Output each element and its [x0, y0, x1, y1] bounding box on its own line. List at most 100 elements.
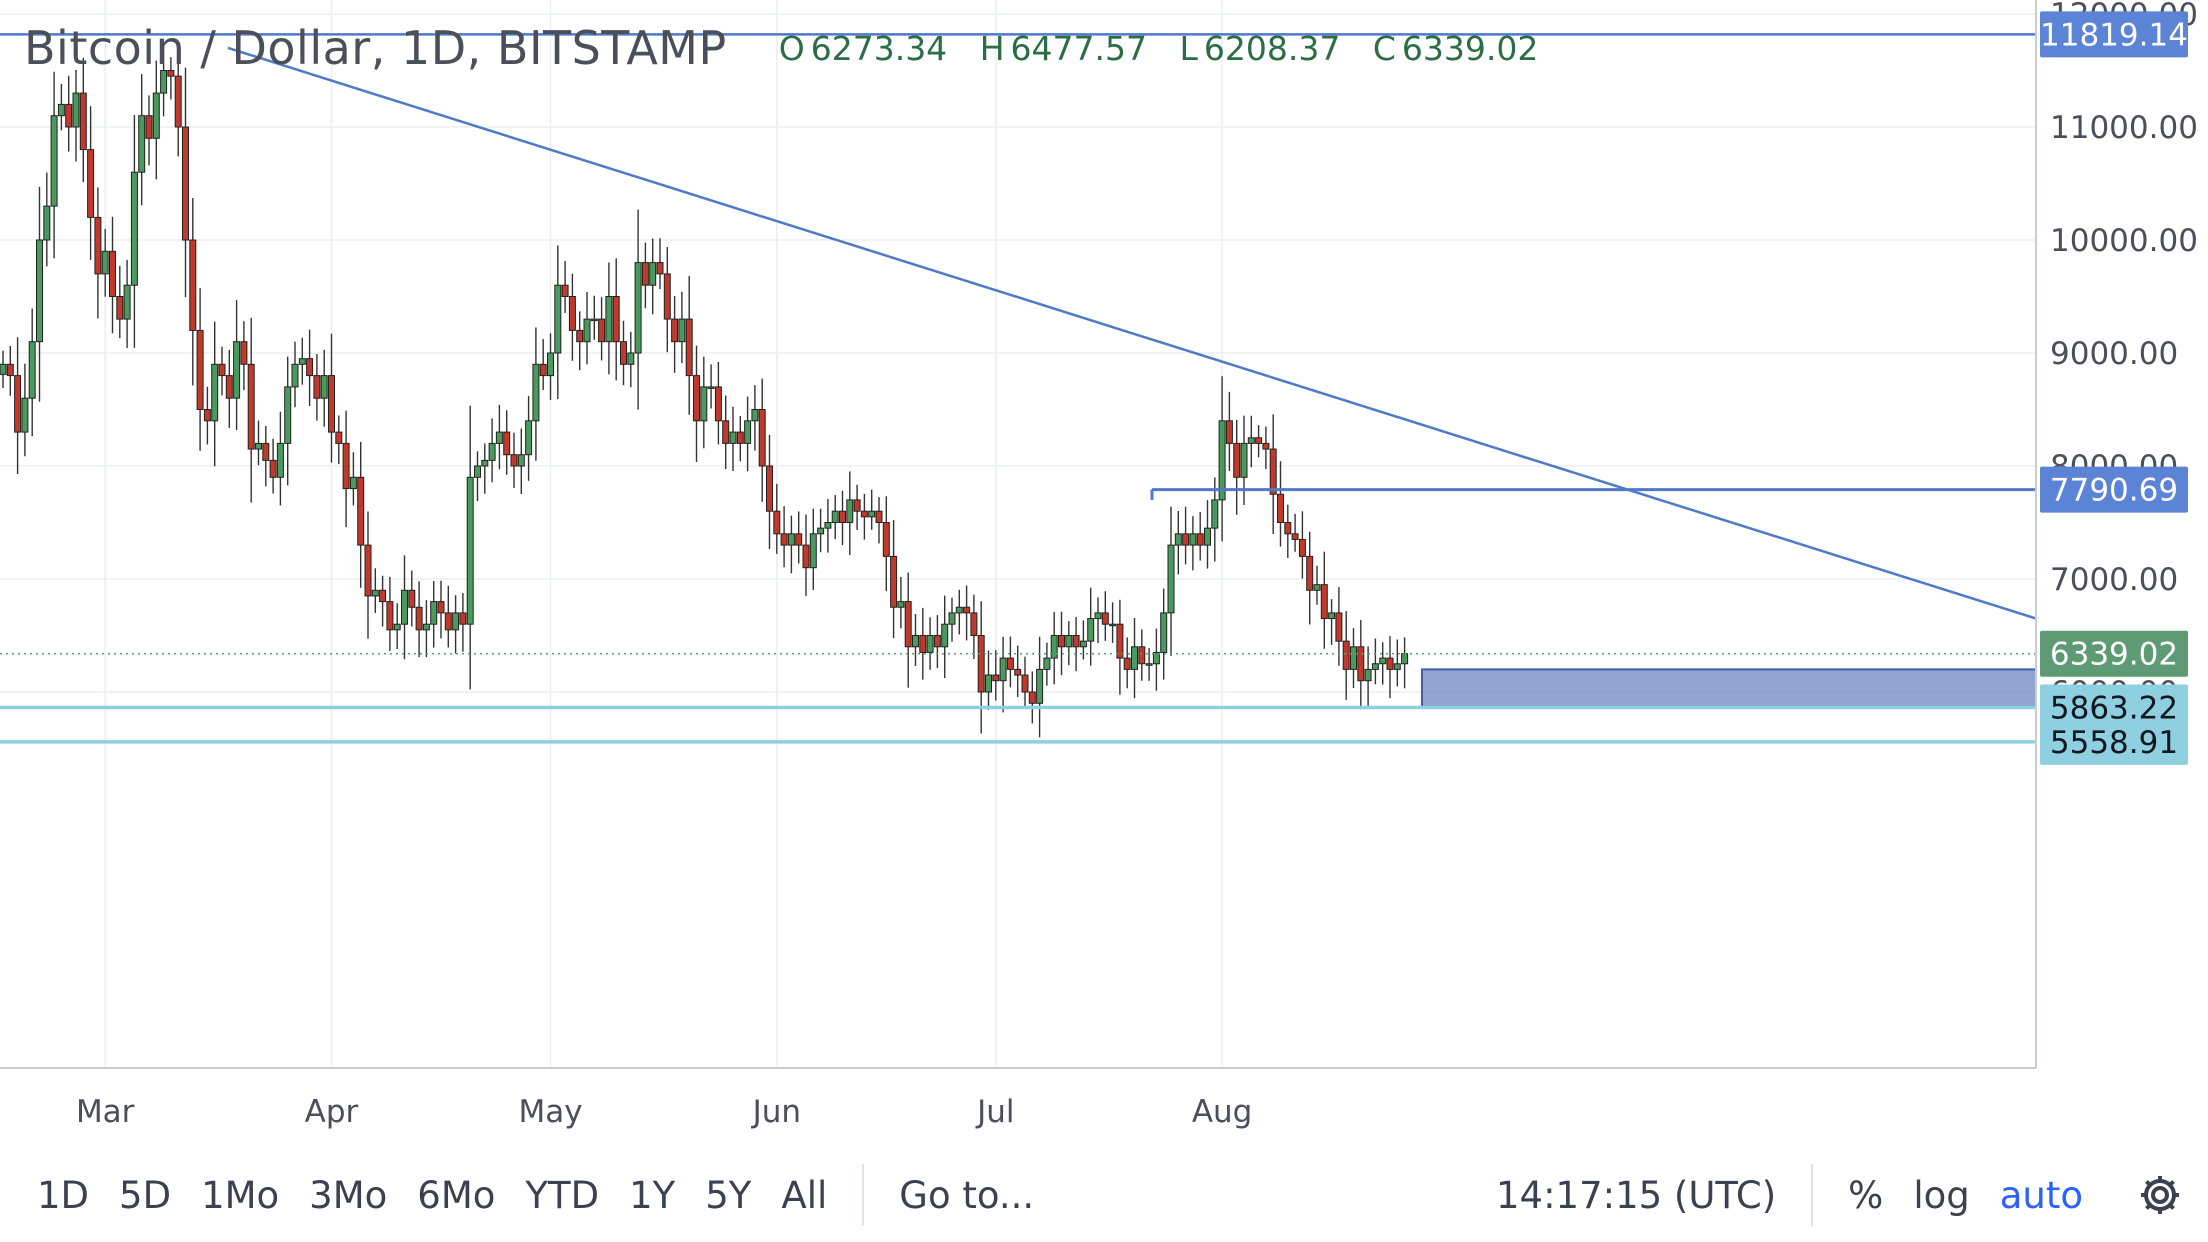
time-tick-label: Aug: [1192, 1094, 1253, 1130]
range-all-button[interactable]: All: [781, 1173, 828, 1217]
candle: [415, 581, 423, 658]
range-6mo-button[interactable]: 6Mo: [417, 1173, 496, 1217]
candle: [1101, 591, 1109, 641]
range-1mo-button[interactable]: 1Mo: [201, 1173, 280, 1217]
candle: [174, 42, 182, 157]
range-1y-button[interactable]: 1Y: [629, 1173, 676, 1217]
range-ytd-button[interactable]: YTD: [525, 1173, 600, 1217]
candle: [1109, 602, 1117, 643]
range-3mo-button[interactable]: 3Mo: [309, 1173, 388, 1217]
candle: [722, 395, 730, 470]
candle: [890, 520, 898, 639]
candle: [1167, 506, 1175, 656]
ohlc-values: O 6273.34 H 6477.57 L 6208.37 C 6339.02: [779, 29, 1561, 68]
candle: [875, 497, 883, 544]
candle: [620, 320, 627, 386]
candle: [371, 568, 379, 613]
candle: [729, 406, 737, 472]
candle: [342, 410, 350, 528]
time-tick-label: Apr: [305, 1094, 359, 1130]
symbol-title[interactable]: Bitcoin / Dollar, 1D, BITSTAMP: [24, 21, 727, 75]
support-zone[interactable]: [1421, 668, 2037, 709]
candle: [364, 511, 372, 639]
candle: [700, 356, 708, 449]
candle: [846, 471, 854, 556]
candle: [1306, 531, 1314, 625]
candle: [109, 216, 116, 334]
chart-canvas[interactable]: 6000.007000.008000.009000.0010000.001100…: [0, 0, 2208, 1148]
candle: [1328, 599, 1336, 645]
tag-7790-label: 7790.69: [2050, 473, 2178, 509]
candle: [860, 493, 868, 540]
candle: [152, 60, 160, 180]
candle: [1036, 636, 1044, 738]
candle: [1277, 461, 1284, 547]
candle: [641, 242, 649, 309]
candle: [1291, 513, 1299, 552]
candle: [328, 333, 335, 463]
high-label: H: [979, 28, 1005, 68]
candle: [809, 508, 817, 591]
candle: [65, 75, 73, 152]
drawing-lines[interactable]: [0, 33, 2037, 744]
log-toggle[interactable]: log: [1913, 1173, 1970, 1217]
candle: [1211, 477, 1219, 562]
candle: [320, 349, 328, 427]
percent-toggle[interactable]: %: [1848, 1173, 1884, 1217]
candle: [14, 337, 22, 475]
candle: [466, 405, 474, 690]
candle: [1116, 599, 1124, 695]
time-axis[interactable]: Mar Apr May Jun Jul Aug: [76, 1094, 1252, 1130]
candle: [255, 420, 262, 466]
candle: [933, 615, 941, 669]
candle: [306, 329, 314, 406]
candle: [1094, 597, 1102, 644]
chart-grid: [0, 0, 2036, 1068]
candle: [598, 297, 606, 361]
goto-button[interactable]: Go to...: [899, 1173, 1035, 1217]
range-5d-button[interactable]: 5D: [119, 1173, 172, 1217]
candle: [189, 197, 197, 386]
trendline-main[interactable]: [227, 46, 2037, 620]
candle: [882, 496, 890, 592]
range-5y-button[interactable]: 5Y: [705, 1173, 752, 1217]
range-1d-button[interactable]: 1D: [37, 1173, 90, 1217]
candle: [298, 337, 306, 385]
candle: [787, 515, 795, 574]
candle: [313, 354, 321, 421]
candle: [1393, 639, 1401, 687]
candle: [1225, 391, 1233, 471]
candle: [503, 410, 511, 475]
candle: [517, 428, 525, 495]
candle: [1058, 611, 1065, 676]
low-label: L: [1179, 28, 1198, 68]
candle: [1218, 376, 1226, 542]
tag-5558: 5558.91: [2040, 718, 2188, 765]
candle: [1131, 617, 1138, 699]
candle: [269, 438, 277, 494]
auto-toggle[interactable]: auto: [1999, 1173, 2083, 1217]
candle: [1350, 628, 1357, 689]
candle: [678, 291, 686, 364]
candle: [0, 350, 7, 389]
candle: [459, 593, 467, 652]
candle: [474, 451, 481, 502]
candle: [211, 321, 219, 467]
candle: [79, 57, 87, 183]
price-axis[interactable]: 6000.007000.008000.009000.0010000.001100…: [2050, 0, 2198, 711]
candle: [408, 570, 416, 627]
candle: [1079, 620, 1087, 660]
candle: [495, 404, 503, 470]
candle: [1357, 620, 1365, 710]
candle: [999, 636, 1007, 713]
candle: [1050, 611, 1058, 685]
candle: [525, 396, 533, 481]
gear-icon[interactable]: [2138, 1173, 2182, 1217]
candle: [985, 650, 992, 710]
candle: [1335, 587, 1343, 666]
open-value: 6273.34: [810, 28, 948, 68]
candle: [1233, 419, 1241, 515]
utc-clock[interactable]: 14:17:15 (UTC): [1495, 1173, 1777, 1217]
candle: [671, 296, 679, 373]
price-tick-label: 11000.00: [2050, 110, 2198, 146]
